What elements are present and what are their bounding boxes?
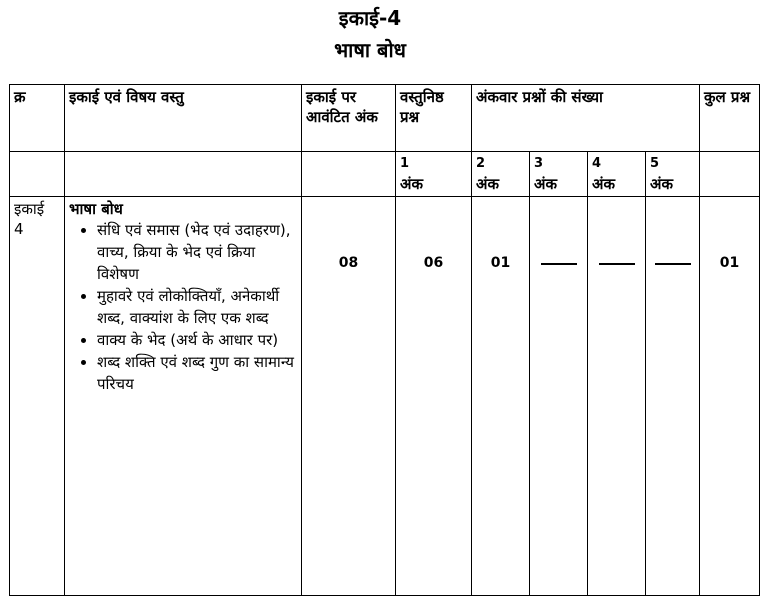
subheader-empty [9,151,65,197]
subject-heading: भाषा बोध [334,38,406,62]
subheader-1-mark: 1 अंक [395,151,472,197]
list-item: वाक्य के भेद (अर्थ के आधार पर) [97,329,297,351]
mark-label: अंक [476,175,499,193]
topic-list: संधि एवं समास (भेद एवं उदाहरण), वाच्य, क… [69,219,297,395]
list-item: संधि एवं समास (भेद एवं उदाहरण), वाच्य, क… [97,219,297,285]
table-row: इकाई 4 भाषा बोध संधि एवं समास (भेद एवं उ… [9,196,760,596]
row-4-mark [645,196,700,596]
header-unit-content: इकाई एवं विषय वस्तु [64,84,302,152]
row-3-mark [587,196,646,596]
list-item: शब्द शक्ति एवं शब्द गुण का सामान्य परिचय [97,351,297,395]
mark-number: 5 [650,156,660,171]
table-subheader-row: 1 अंक 2 अंक 3 अंक 4 अंक 5 अंक [9,151,760,197]
mark-number: 2 [476,156,486,171]
row-objective: 06 [395,196,472,596]
subheader-5-mark: 5 अंक [645,151,700,197]
subheader-empty [301,151,396,197]
subheader-4-mark: 4 अंक [587,151,646,197]
mark-label: अंक [534,175,557,193]
subheader-3-mark: 3 अंक [529,151,588,197]
table-header-row: क्र इकाई एवं विषय वस्तु इकाई पर आवंटित अ… [9,84,760,152]
mark-label: अंक [650,175,673,193]
row-2-mark [529,196,588,596]
subheader-empty [64,151,302,197]
row-serial-line2: 4 [14,220,24,238]
row-content-title: भाषा बोध [69,200,123,218]
header-unit-marks: इकाई पर आवंटित अंक [301,84,396,152]
subheader-2-mark: 2 अंक [471,151,530,197]
header-serial: क्र [9,84,65,152]
row-serial-line1: इकाई [14,200,45,218]
subheader-empty [699,151,760,197]
dash-placeholder [540,263,577,265]
list-item: मुहावरे एवं लोकोक्तियाँ, अनेकार्थी शब्द,… [97,285,297,329]
marks-distribution-table: क्र इकाई एवं विषय वस्तु इकाई पर आवंटित अ… [9,84,760,596]
dash-placeholder [654,263,691,265]
mark-number: 3 [534,156,544,171]
header-objective: वस्तुनिष्ठ प्रश्न [395,84,472,152]
mark-number: 1 [400,156,410,171]
unit-heading: इकाई-4 [338,6,402,30]
header-markwise-count: अंकवार प्रश्नों की संख्या [471,84,700,152]
dash-placeholder [598,263,635,265]
mark-label: अंक [400,175,423,193]
row-content: भाषा बोध संधि एवं समास (भेद एवं उदाहरण),… [64,196,302,596]
row-unit-marks: 08 [301,196,396,596]
header-total: कुल प्रश्न [699,84,760,152]
mark-number: 4 [592,156,602,171]
row-1-mark: 01 [471,196,530,596]
mark-label: अंक [592,175,615,193]
row-serial: इकाई 4 [9,196,65,596]
row-total: 01 [699,196,760,596]
